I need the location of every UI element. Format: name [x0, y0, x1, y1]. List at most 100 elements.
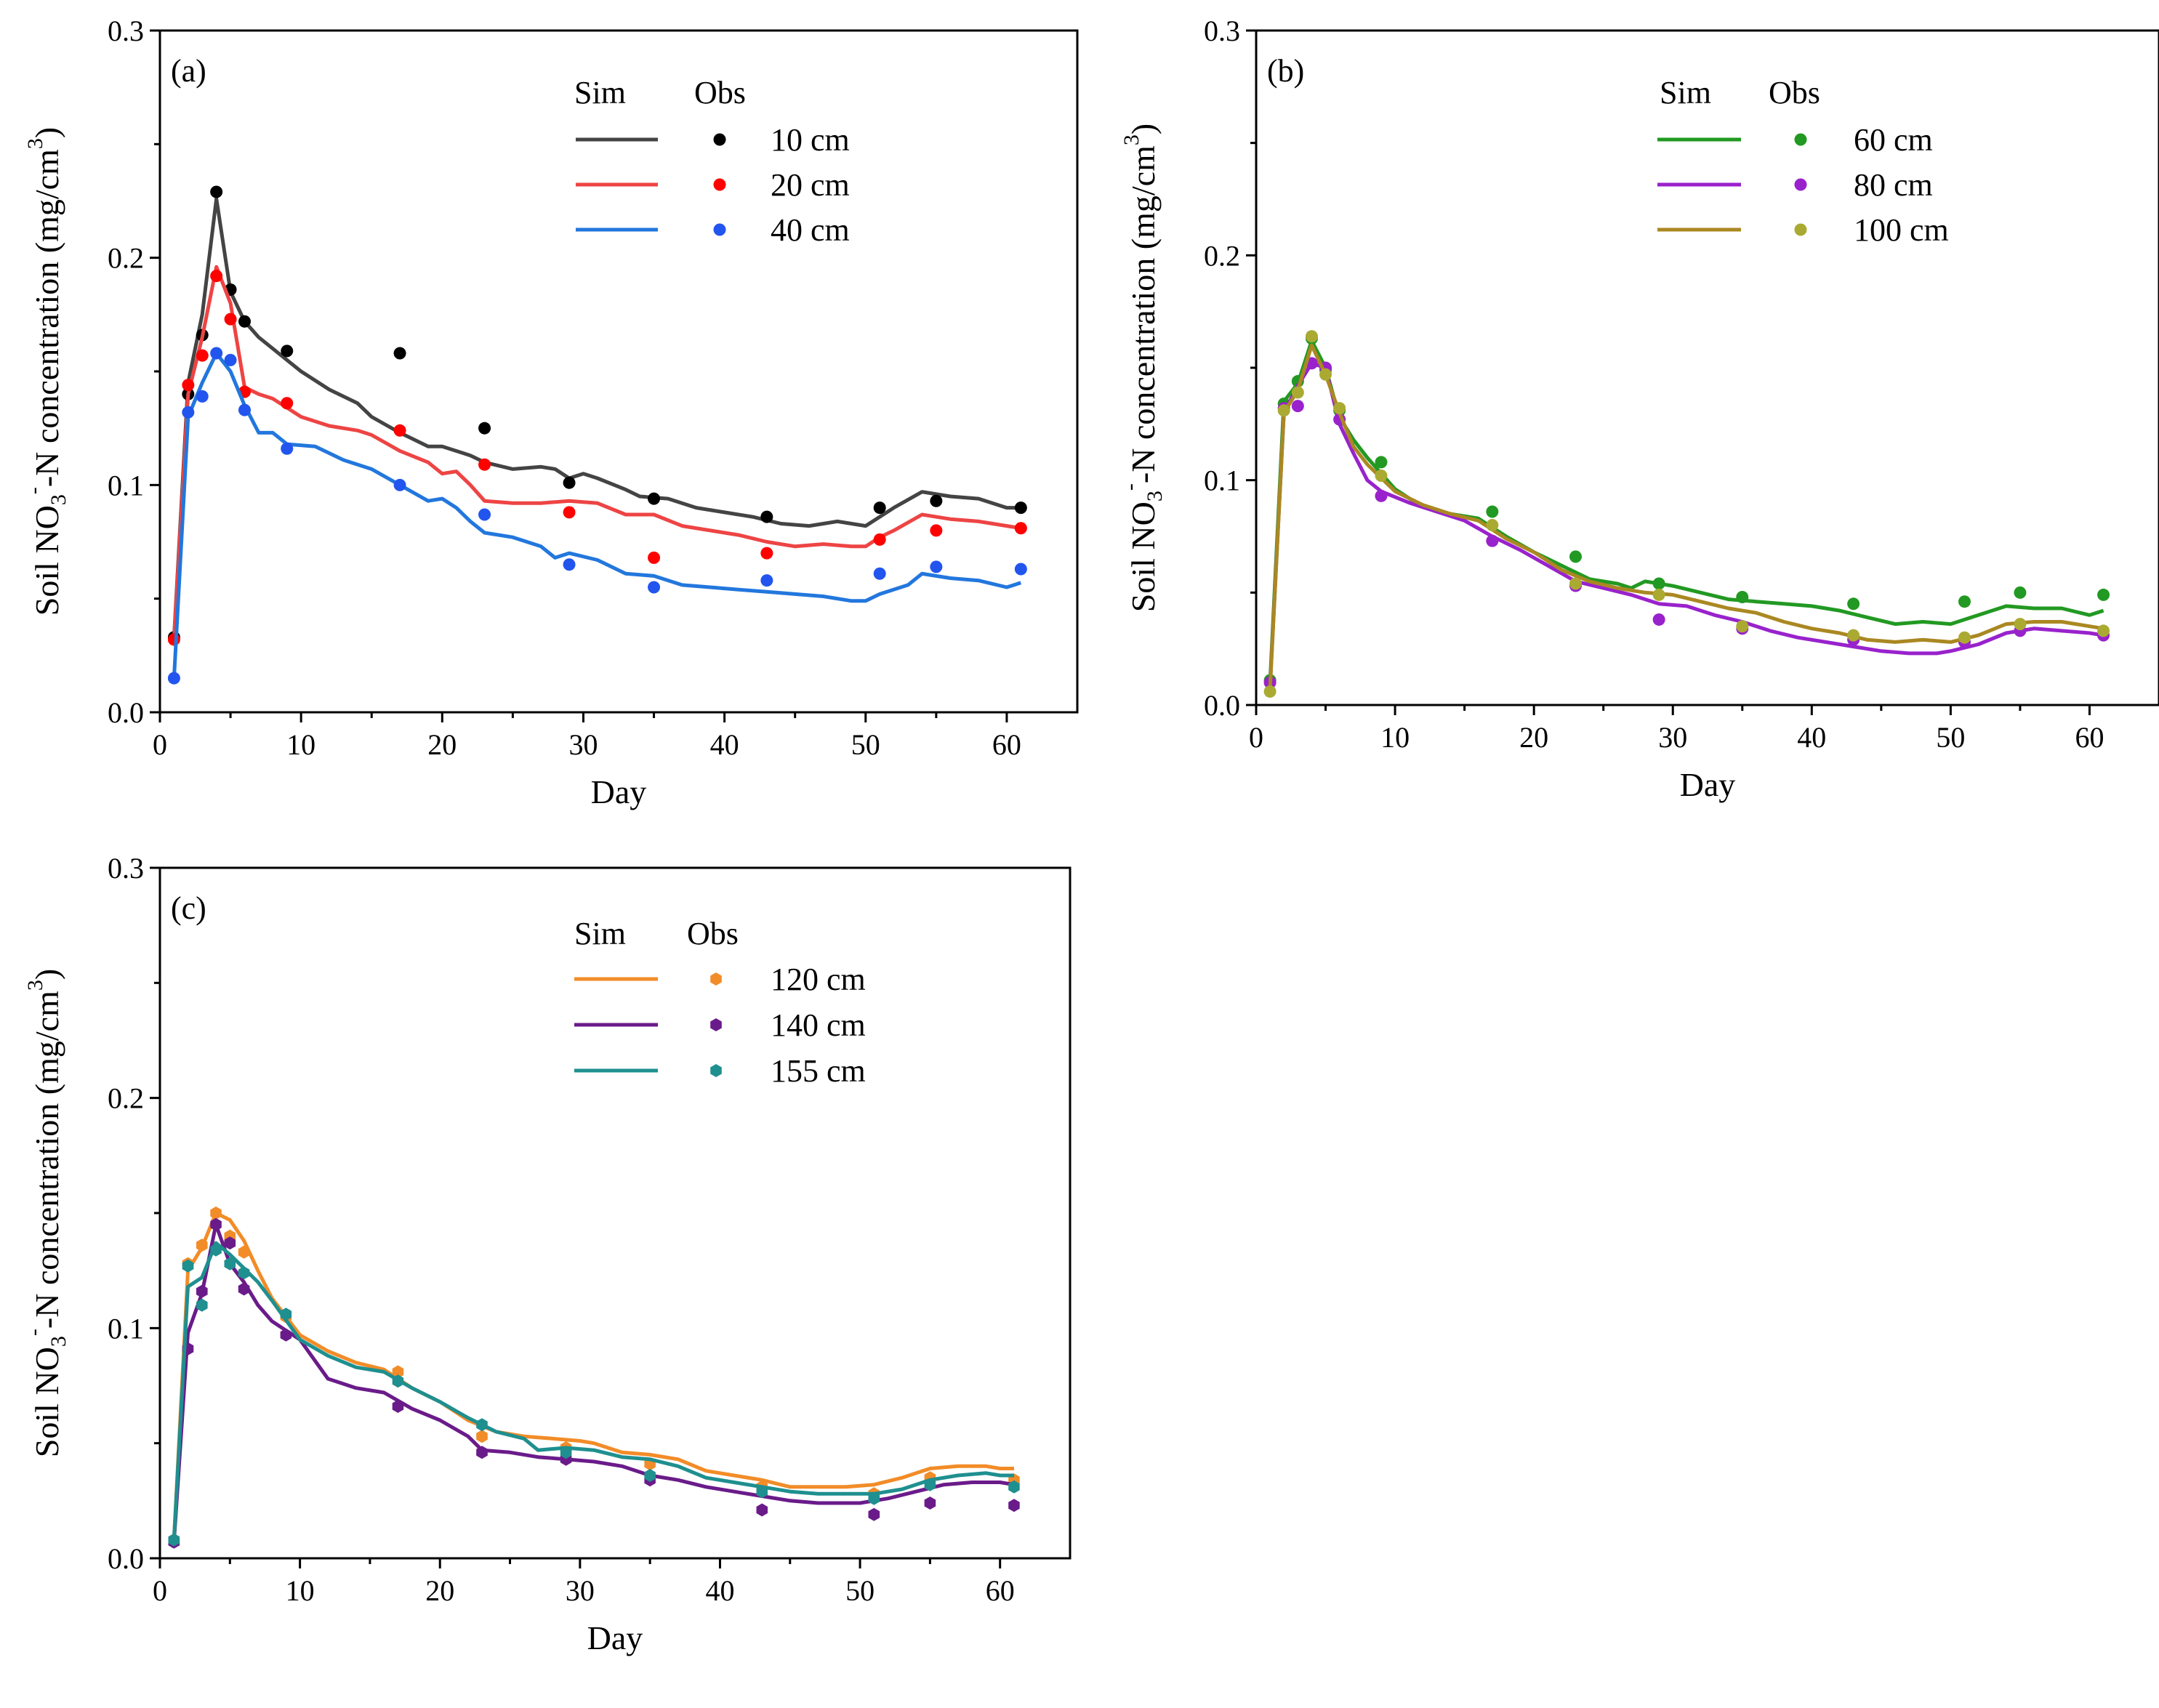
obs-point [224, 313, 237, 326]
x-tick-label: 50 [845, 1574, 875, 1607]
series-140-cm [168, 1217, 1020, 1549]
sim-line [172, 1211, 1014, 1540]
obs-point [281, 397, 294, 410]
obs-point [873, 533, 886, 546]
obs-point [756, 1503, 768, 1517]
y-tick-label: 0.0 [1204, 689, 1240, 722]
y-tick-label: 0.3 [108, 852, 144, 885]
obs-point [1291, 386, 1304, 399]
y-axis-label-part: 3 [1119, 134, 1143, 145]
obs-point [1008, 1480, 1020, 1494]
series-40-cm [167, 347, 1027, 685]
y-axis-label-part: 3 [23, 138, 47, 149]
obs-point [280, 1308, 292, 1321]
x-tick-label: 0 [1249, 721, 1263, 754]
x-tick-label: 10 [286, 1574, 315, 1607]
obs-point [210, 1243, 222, 1257]
y-tick-label: 0.1 [108, 1312, 144, 1345]
obs-point [476, 1430, 488, 1443]
legend-entry-label: 40 cm [771, 212, 850, 248]
obs-point [478, 422, 491, 435]
obs-point [1014, 522, 1027, 535]
obs-point [1014, 563, 1027, 576]
y-axis-label-part: ) [28, 127, 65, 138]
obs-point [1736, 591, 1749, 604]
legend-sim-header: Sim [574, 75, 626, 110]
obs-point [873, 567, 886, 580]
obs-point [478, 508, 491, 521]
series-80-cm [1263, 357, 2110, 689]
obs-point [1569, 577, 1582, 590]
obs-point [281, 442, 294, 455]
obs-point [760, 547, 773, 560]
x-axis-label: Day [591, 773, 647, 810]
legend-marker-swatch [1794, 223, 1807, 236]
obs-point [476, 1446, 488, 1459]
legend-entry-label: 120 cm [771, 962, 866, 997]
y-axis-label-part: 3 [47, 1336, 71, 1347]
series-155-cm [168, 1241, 1020, 1547]
obs-point [196, 1238, 208, 1252]
x-tick-label: 50 [851, 728, 880, 761]
x-tick-label: 60 [2075, 721, 2104, 754]
plot-frame [158, 29, 1079, 714]
y-tick-label: 0.2 [108, 1082, 144, 1115]
obs-point [238, 315, 251, 328]
legend-marker-swatch [713, 133, 726, 146]
obs-point [1652, 588, 1665, 601]
obs-point [1291, 400, 1304, 413]
y-axis-label-part: -N concentration (mg/cm [28, 991, 65, 1329]
y-axis-label-part: 3 [47, 494, 71, 505]
obs-point [196, 1298, 208, 1312]
legend-marker-swatch [1794, 178, 1807, 191]
obs-point [1305, 330, 1318, 343]
obs-point [238, 403, 251, 416]
obs-point [210, 347, 223, 360]
legend-entry-label: 140 cm [771, 1007, 866, 1043]
legend-obs-header: Obs [687, 916, 739, 951]
obs-point [2014, 618, 2027, 631]
obs-point [924, 1478, 936, 1491]
x-tick-label: 20 [1519, 721, 1548, 754]
legend-marker-swatch [1794, 133, 1807, 146]
legend-entry-label: 100 cm [1854, 212, 1949, 248]
y-axis-label: Soil NO3--N concentration (mg/cm3) [22, 127, 71, 616]
legend-obs-header: Obs [694, 75, 746, 110]
sim-line [1268, 343, 2104, 690]
obs-point [930, 560, 943, 573]
obs-point [1736, 620, 1749, 633]
obs-point [182, 379, 195, 392]
x-tick-label: 10 [286, 728, 315, 761]
legend-entry-label: 155 cm [771, 1053, 866, 1089]
obs-point [1652, 577, 1665, 590]
obs-point [1014, 501, 1027, 515]
obs-point [1958, 595, 1971, 608]
obs-point [924, 1496, 936, 1510]
obs-point [1263, 685, 1276, 698]
legend-marker-swatch [710, 972, 722, 986]
sim-line [172, 196, 1021, 637]
obs-point [1375, 469, 1388, 482]
y-axis-label-part: 3 [23, 980, 47, 991]
legend-entry-label: 10 cm [771, 122, 850, 158]
legend-marker-swatch [710, 1064, 722, 1077]
x-axis-label: Day [587, 1619, 643, 1656]
y-axis-label-part: - [22, 487, 46, 494]
series-20-cm [167, 265, 1027, 646]
obs-point [2014, 586, 2027, 599]
series-120-cm [168, 1207, 1020, 1547]
obs-point [182, 406, 195, 419]
x-tick-label: 40 [1797, 721, 1826, 754]
legend-marker-swatch [710, 1018, 722, 1031]
y-axis-label-part: Soil NO [1125, 501, 1162, 612]
x-tick-label: 0 [153, 728, 167, 761]
obs-point [210, 1217, 222, 1231]
obs-point [1486, 534, 1499, 547]
obs-point [224, 353, 237, 366]
y-axis-label-part: ) [1125, 124, 1162, 134]
obs-point [756, 1485, 768, 1499]
y-axis-label: Soil NO3--N concentration (mg/cm3) [1118, 124, 1167, 612]
y-tick-label: 0.0 [108, 696, 144, 729]
